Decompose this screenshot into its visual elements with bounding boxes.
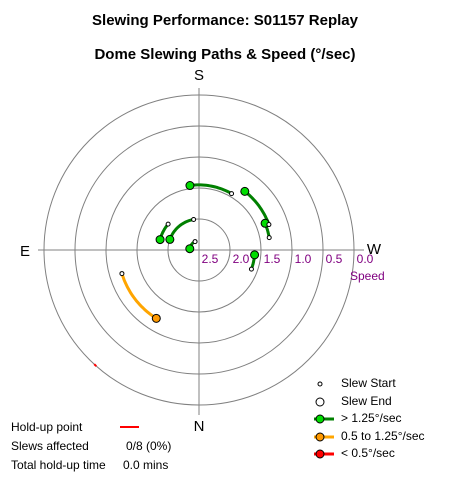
compass-bottom: N bbox=[194, 418, 205, 435]
holdup-point bbox=[93, 363, 97, 367]
slew-start-point bbox=[192, 239, 198, 245]
grid-layer bbox=[38, 88, 364, 415]
radial-tick-label: 1.0 bbox=[295, 252, 312, 266]
slew-path bbox=[168, 218, 194, 240]
slew-start-point bbox=[266, 222, 272, 228]
slew-start-point bbox=[266, 235, 272, 241]
slew-markers bbox=[93, 181, 272, 367]
legend-label-slew-start: Slew Start bbox=[341, 376, 396, 390]
slew-path bbox=[189, 183, 233, 195]
slew-end-point bbox=[165, 234, 175, 244]
holdup-time-value: 0.0 mins bbox=[123, 458, 169, 472]
compass-left: E bbox=[20, 243, 30, 260]
holdup-time-label: Total hold-up time bbox=[11, 458, 106, 472]
radial-tick-label: 2.5 bbox=[202, 252, 219, 266]
slew-path bbox=[243, 190, 271, 226]
tick-labels: 2.5 2.0 1.5 1.0 0.5 0.0 bbox=[202, 252, 374, 266]
compass-labels: S N E W bbox=[20, 67, 382, 435]
slew-start-marker-icon bbox=[317, 381, 323, 387]
radial-tick-label: 0.5 bbox=[326, 252, 343, 266]
slew-end-marker-icon bbox=[315, 397, 325, 406]
slew-end-point bbox=[155, 235, 165, 245]
slew-start-point bbox=[165, 221, 171, 227]
holdup-point-label: Hold-up point bbox=[11, 420, 83, 434]
chart-title: Slewing Performance: S01157 Replay bbox=[92, 12, 358, 29]
legend-label-medium: 0.5 to 1.25°/sec bbox=[341, 428, 425, 443]
radial-tick-label: 0.0 bbox=[357, 252, 374, 266]
radial-tick-label: 2.0 bbox=[233, 252, 250, 266]
slews-affected-label: Slews affected bbox=[11, 439, 89, 453]
slow-speed-line-icon bbox=[314, 449, 334, 459]
medium-speed-line-icon bbox=[314, 432, 334, 441]
legend-label-slow: < 0.5°/sec bbox=[341, 446, 395, 460]
slew-start-point bbox=[119, 271, 125, 277]
slew-end-point bbox=[151, 313, 161, 323]
slews-affected-value: 0/8 (0%) bbox=[126, 439, 172, 453]
compass-right: W bbox=[367, 241, 382, 258]
holdup-point-swatch-icon bbox=[120, 426, 139, 428]
slew-start-point bbox=[248, 266, 254, 272]
chart-subtitle: Dome Slewing Paths & Speed (°/sec) bbox=[94, 46, 356, 63]
compass-top: S bbox=[194, 67, 204, 84]
slew-start-point bbox=[191, 216, 197, 222]
legend-label-fast: > 1.25°/sec bbox=[341, 411, 402, 425]
legend-label-slew-end: Slew End bbox=[341, 393, 392, 408]
slew-end-point bbox=[185, 244, 195, 254]
fast-speed-line-icon bbox=[314, 414, 334, 424]
radial-axis-label: Speed bbox=[350, 269, 385, 283]
slew-end-point bbox=[240, 186, 250, 196]
slew-start-point bbox=[229, 191, 235, 197]
slew-path bbox=[120, 273, 158, 320]
slew-end-point bbox=[250, 250, 260, 260]
slew-end-point bbox=[185, 181, 195, 191]
radial-tick-label: 1.5 bbox=[264, 252, 281, 266]
